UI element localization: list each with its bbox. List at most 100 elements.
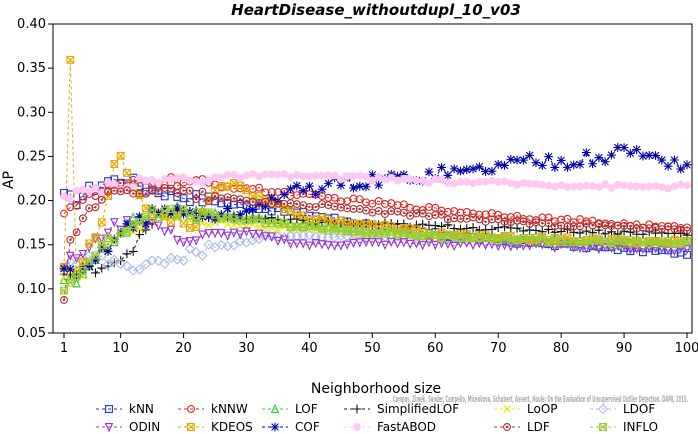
data-point	[449, 241, 459, 252]
data-point	[192, 216, 201, 225]
data-point	[550, 182, 559, 191]
data-point	[512, 223, 522, 233]
data-point	[106, 190, 110, 194]
data-point	[437, 234, 446, 243]
data-point	[66, 55, 75, 64]
data-point	[676, 180, 685, 189]
data-point	[399, 238, 409, 248]
data-point	[122, 249, 132, 259]
data-point	[443, 220, 453, 230]
data-point	[97, 263, 107, 273]
data-point	[134, 264, 145, 275]
data-point	[66, 278, 75, 287]
data-point	[518, 155, 528, 165]
data-point	[72, 186, 81, 195]
data-point	[154, 221, 163, 231]
data-point	[430, 221, 440, 230]
data-point	[59, 264, 69, 274]
data-point	[474, 162, 484, 172]
data-point	[235, 210, 245, 220]
data-point	[226, 195, 229, 199]
y-tick-label: 0.20	[17, 194, 46, 209]
data-point	[443, 179, 452, 187]
y-tick-label: 0.25	[17, 149, 46, 164]
data-point	[141, 189, 150, 198]
data-point	[144, 192, 148, 195]
data-point	[78, 185, 87, 194]
data-point	[72, 272, 81, 281]
data-point	[198, 187, 207, 196]
data-point	[408, 214, 412, 218]
data-point	[97, 188, 106, 197]
data-point	[629, 224, 632, 228]
data-point	[330, 241, 339, 251]
data-point	[531, 158, 541, 168]
x-tick-label: 70	[490, 341, 507, 356]
data-point	[223, 171, 232, 179]
data-point	[342, 240, 352, 250]
legend-label: kNNW	[211, 402, 248, 416]
data-point	[481, 167, 491, 176]
data-point	[582, 237, 591, 246]
data-point	[613, 143, 623, 152]
data-point	[255, 183, 264, 192]
data-point	[619, 242, 629, 252]
data-point	[456, 177, 465, 186]
legend-label: LoOP	[527, 402, 558, 416]
data-point	[147, 218, 157, 229]
data-point	[267, 193, 277, 203]
data-point	[135, 174, 144, 182]
data-point	[135, 191, 144, 200]
y-tick-label: 0.10	[17, 282, 46, 297]
data-point	[110, 218, 119, 228]
data-point	[305, 181, 314, 191]
data-point	[75, 231, 78, 234]
y-tick-label: 0.35	[17, 61, 46, 76]
data-point	[638, 151, 648, 161]
data-point	[115, 258, 126, 270]
data-point	[167, 184, 175, 193]
y-tick-label: 0.30	[17, 105, 46, 120]
data-point	[160, 227, 169, 237]
data-point	[600, 229, 610, 239]
series-inflo	[60, 204, 691, 295]
legend-item: LoOP	[494, 402, 558, 416]
data-point	[299, 223, 308, 232]
data-point	[513, 235, 522, 244]
data-point	[146, 255, 158, 266]
data-point	[78, 267, 87, 275]
data-point	[184, 243, 196, 255]
data-point	[683, 181, 691, 190]
data-point	[204, 212, 214, 221]
data-point	[544, 238, 553, 246]
legend-item: COF	[262, 420, 320, 434]
data-point	[323, 178, 333, 188]
data-point	[204, 197, 213, 206]
data-point	[194, 197, 198, 201]
data-point	[569, 243, 578, 253]
data-point	[182, 189, 185, 192]
data-point	[242, 216, 251, 225]
data-point	[569, 160, 579, 170]
data-point	[506, 242, 516, 252]
data-point	[197, 250, 208, 261]
data-point	[619, 226, 629, 236]
data-point	[154, 178, 163, 187]
data-point	[157, 190, 160, 193]
data-point	[626, 182, 635, 190]
data-point	[537, 161, 547, 170]
legend-label: LOF	[295, 402, 318, 416]
data-point	[594, 153, 604, 163]
data-point	[314, 205, 317, 209]
data-point	[85, 187, 94, 196]
data-point	[471, 216, 475, 219]
legend-marker	[503, 405, 511, 413]
data-point	[600, 243, 610, 253]
data-point	[481, 177, 490, 186]
data-point	[91, 183, 100, 192]
data-point	[160, 215, 169, 223]
data-point	[324, 241, 333, 251]
data-point	[201, 190, 204, 193]
data-point	[242, 206, 251, 216]
data-point	[597, 222, 601, 226]
